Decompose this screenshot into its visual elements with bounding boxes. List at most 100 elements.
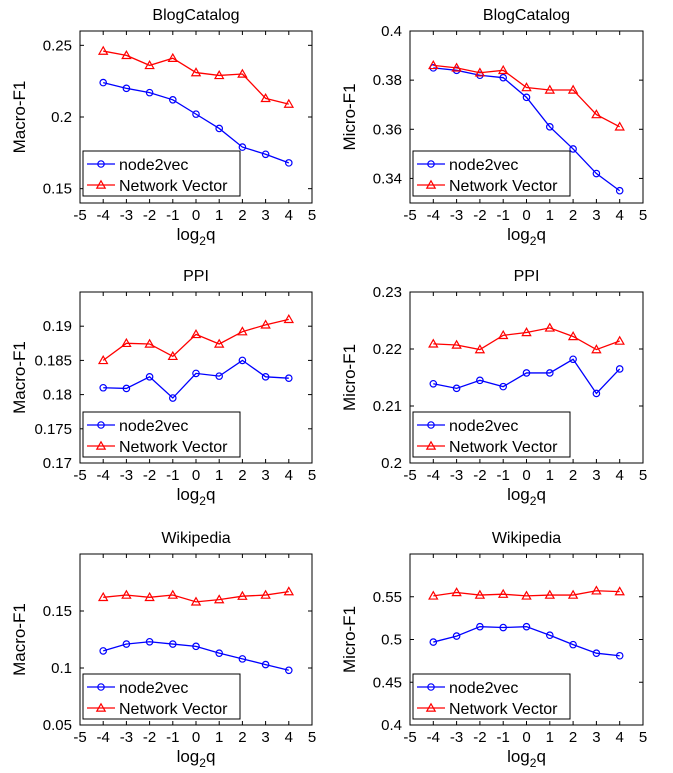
x-tick-label: -3 xyxy=(450,729,463,746)
data-point xyxy=(499,623,508,632)
series-line xyxy=(433,626,620,657)
data-point xyxy=(122,384,131,393)
data-point xyxy=(614,121,625,131)
y-axis-label: Macro-F1 xyxy=(10,341,29,414)
data-point xyxy=(192,110,200,118)
data-point xyxy=(167,350,179,361)
legend-marker xyxy=(95,440,107,450)
x-tick-label: 1 xyxy=(215,729,223,746)
x-tick-label: -3 xyxy=(120,467,133,484)
data-point xyxy=(261,373,270,381)
data-point xyxy=(99,647,108,655)
x-tick-label: 5 xyxy=(639,467,647,484)
data-point xyxy=(615,651,624,660)
data-point xyxy=(99,78,108,87)
x-axis-label: log2q xyxy=(507,485,546,508)
x-axis-label: log2q xyxy=(177,225,216,248)
data-point xyxy=(522,369,531,377)
x-tick-label: 3 xyxy=(261,467,269,484)
x-tick-label: -3 xyxy=(450,207,463,224)
data-point xyxy=(474,67,486,77)
data-point xyxy=(122,84,131,93)
legend-marker xyxy=(427,160,435,168)
legend-label: Network Vector xyxy=(119,178,228,195)
data-point xyxy=(192,642,200,651)
data-point xyxy=(261,660,270,669)
x-tick-label: -5 xyxy=(403,729,416,746)
data-point xyxy=(213,594,225,604)
x-tick-label: 0 xyxy=(522,729,530,746)
data-point xyxy=(215,649,224,657)
data-point xyxy=(190,596,202,606)
legend-box xyxy=(82,411,241,458)
y-tick-label: 0.21 xyxy=(373,398,402,415)
y-tick-label: 0.15 xyxy=(43,603,72,620)
x-tick-label: -4 xyxy=(97,729,110,746)
data-point xyxy=(283,586,295,596)
data-point xyxy=(521,82,532,92)
x-tick-label: -3 xyxy=(450,467,463,484)
data-point xyxy=(215,124,224,133)
data-point xyxy=(451,62,462,72)
data-point xyxy=(499,382,508,391)
series-line xyxy=(103,50,289,105)
data-point xyxy=(215,372,224,380)
x-tick-label: -2 xyxy=(143,207,156,224)
legend-label: Network Vector xyxy=(449,178,558,195)
x-tick-label: -5 xyxy=(73,467,86,484)
y-tick-label: 0.4 xyxy=(381,23,402,40)
data-point xyxy=(545,123,554,131)
legend-label: Network Vector xyxy=(119,439,228,456)
legend-marker xyxy=(425,440,437,450)
legend-box xyxy=(82,150,241,197)
data-point xyxy=(592,169,601,178)
data-point xyxy=(567,331,579,341)
x-axis-label: log2q xyxy=(507,225,546,248)
x-tick-label: 0 xyxy=(192,729,200,746)
data-point xyxy=(569,355,577,364)
x-tick-label: -4 xyxy=(97,467,110,484)
data-point xyxy=(144,59,155,70)
legend-marker xyxy=(427,421,435,429)
x-tick-label: -5 xyxy=(73,207,86,224)
y-tick-label: 0.23 xyxy=(373,284,402,301)
y-tick-label: 0.17 xyxy=(43,455,72,472)
data-point xyxy=(213,338,225,348)
x-tick-label: -1 xyxy=(497,729,510,746)
series-line xyxy=(433,67,621,192)
chart-panel: -5 -4 -3 -2 -1 0 1 2 3 4 5 0.34 0.36 0.38 0.4 BlogCatal… xyxy=(340,7,647,248)
x-tick-label: 0 xyxy=(192,207,200,224)
data-point xyxy=(428,59,439,70)
x-tick-label: 4 xyxy=(285,467,293,484)
legend-marker xyxy=(425,179,437,189)
chart-title: Wikipedia xyxy=(161,530,230,547)
data-point xyxy=(474,344,486,354)
data-point xyxy=(497,588,509,598)
data-point xyxy=(569,640,577,649)
legend-marker xyxy=(427,683,435,691)
series-line xyxy=(433,327,620,351)
y-tick-label: 0.175 xyxy=(34,421,72,438)
x-tick-label: 1 xyxy=(546,729,554,746)
series-line xyxy=(103,81,290,164)
y-axis-label: Micro-F1 xyxy=(340,83,359,150)
series-line xyxy=(433,590,620,597)
data-point xyxy=(452,632,461,640)
data-point xyxy=(284,159,293,167)
series-line xyxy=(433,64,621,128)
legend-label: Network Vector xyxy=(449,701,558,718)
data-point xyxy=(283,313,295,324)
x-tick-label: 3 xyxy=(592,207,600,224)
x-tick-label: 5 xyxy=(639,207,647,224)
data-point xyxy=(144,338,155,348)
data-point xyxy=(237,68,248,78)
data-point xyxy=(169,394,177,402)
data-point xyxy=(121,337,132,348)
x-tick-label: 5 xyxy=(308,207,316,224)
y-tick-label: 0.22 xyxy=(373,341,402,358)
data-point xyxy=(591,585,602,595)
chart-panel: -5 -4 -3 -2 -1 0 1 2 3 4 5 0.2 0.21 0.22 0.23 PPI log2q M… xyxy=(340,268,647,508)
data-point xyxy=(284,666,293,675)
legend-label: node2vec xyxy=(119,157,188,174)
y-tick-label: 0.185 xyxy=(34,352,72,369)
